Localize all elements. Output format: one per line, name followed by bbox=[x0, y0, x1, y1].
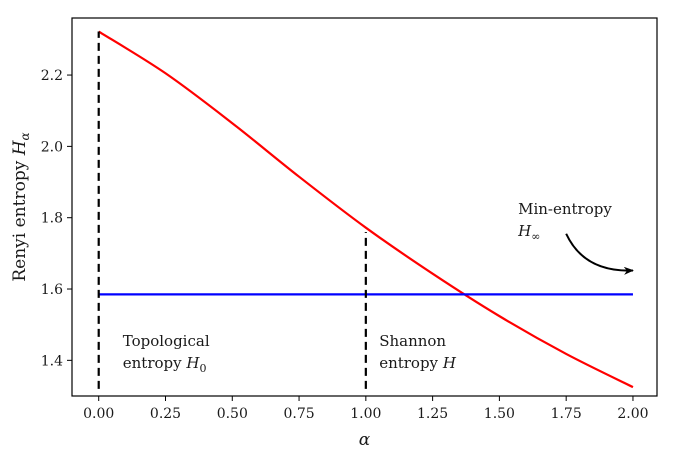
plot-frame bbox=[71, 17, 658, 397]
x-tick-label: 1.25 bbox=[417, 406, 448, 422]
x-tick-label: 0.25 bbox=[150, 406, 181, 422]
x-tick-label: 0.00 bbox=[83, 406, 114, 422]
min-entropy-label-line2: H∞ bbox=[517, 222, 540, 243]
x-tick-label: 2.00 bbox=[617, 406, 648, 422]
y-tick-label: 1.4 bbox=[41, 353, 63, 369]
x-axis-title: α bbox=[359, 430, 371, 450]
x-tick-label: 0.50 bbox=[217, 406, 248, 422]
renyi-entropy-curve bbox=[98, 30, 634, 389]
topological-label-line1: Topological bbox=[123, 332, 210, 350]
y-tick-label: 2.2 bbox=[41, 68, 63, 84]
y-axis-title: Renyi entropy Hα bbox=[10, 132, 32, 281]
min-entropy-label-line1: Min-entropy bbox=[518, 200, 612, 218]
y-tick-label: 1.6 bbox=[41, 282, 63, 298]
y-tick-label: 2.0 bbox=[41, 139, 63, 155]
x-tick-label: 0.75 bbox=[283, 406, 314, 422]
x-tick-label: 1.50 bbox=[484, 406, 515, 422]
topological-label-line2: entropy H0 bbox=[123, 354, 207, 375]
shannon-label-line2: entropy H bbox=[379, 354, 457, 372]
y-tick-label: 1.8 bbox=[41, 211, 63, 227]
shannon-label-line1: Shannon bbox=[379, 332, 446, 350]
x-tick-label: 1.00 bbox=[350, 406, 381, 422]
min-entropy-arrow bbox=[565, 233, 634, 275]
x-tick-label: 1.75 bbox=[551, 406, 582, 422]
